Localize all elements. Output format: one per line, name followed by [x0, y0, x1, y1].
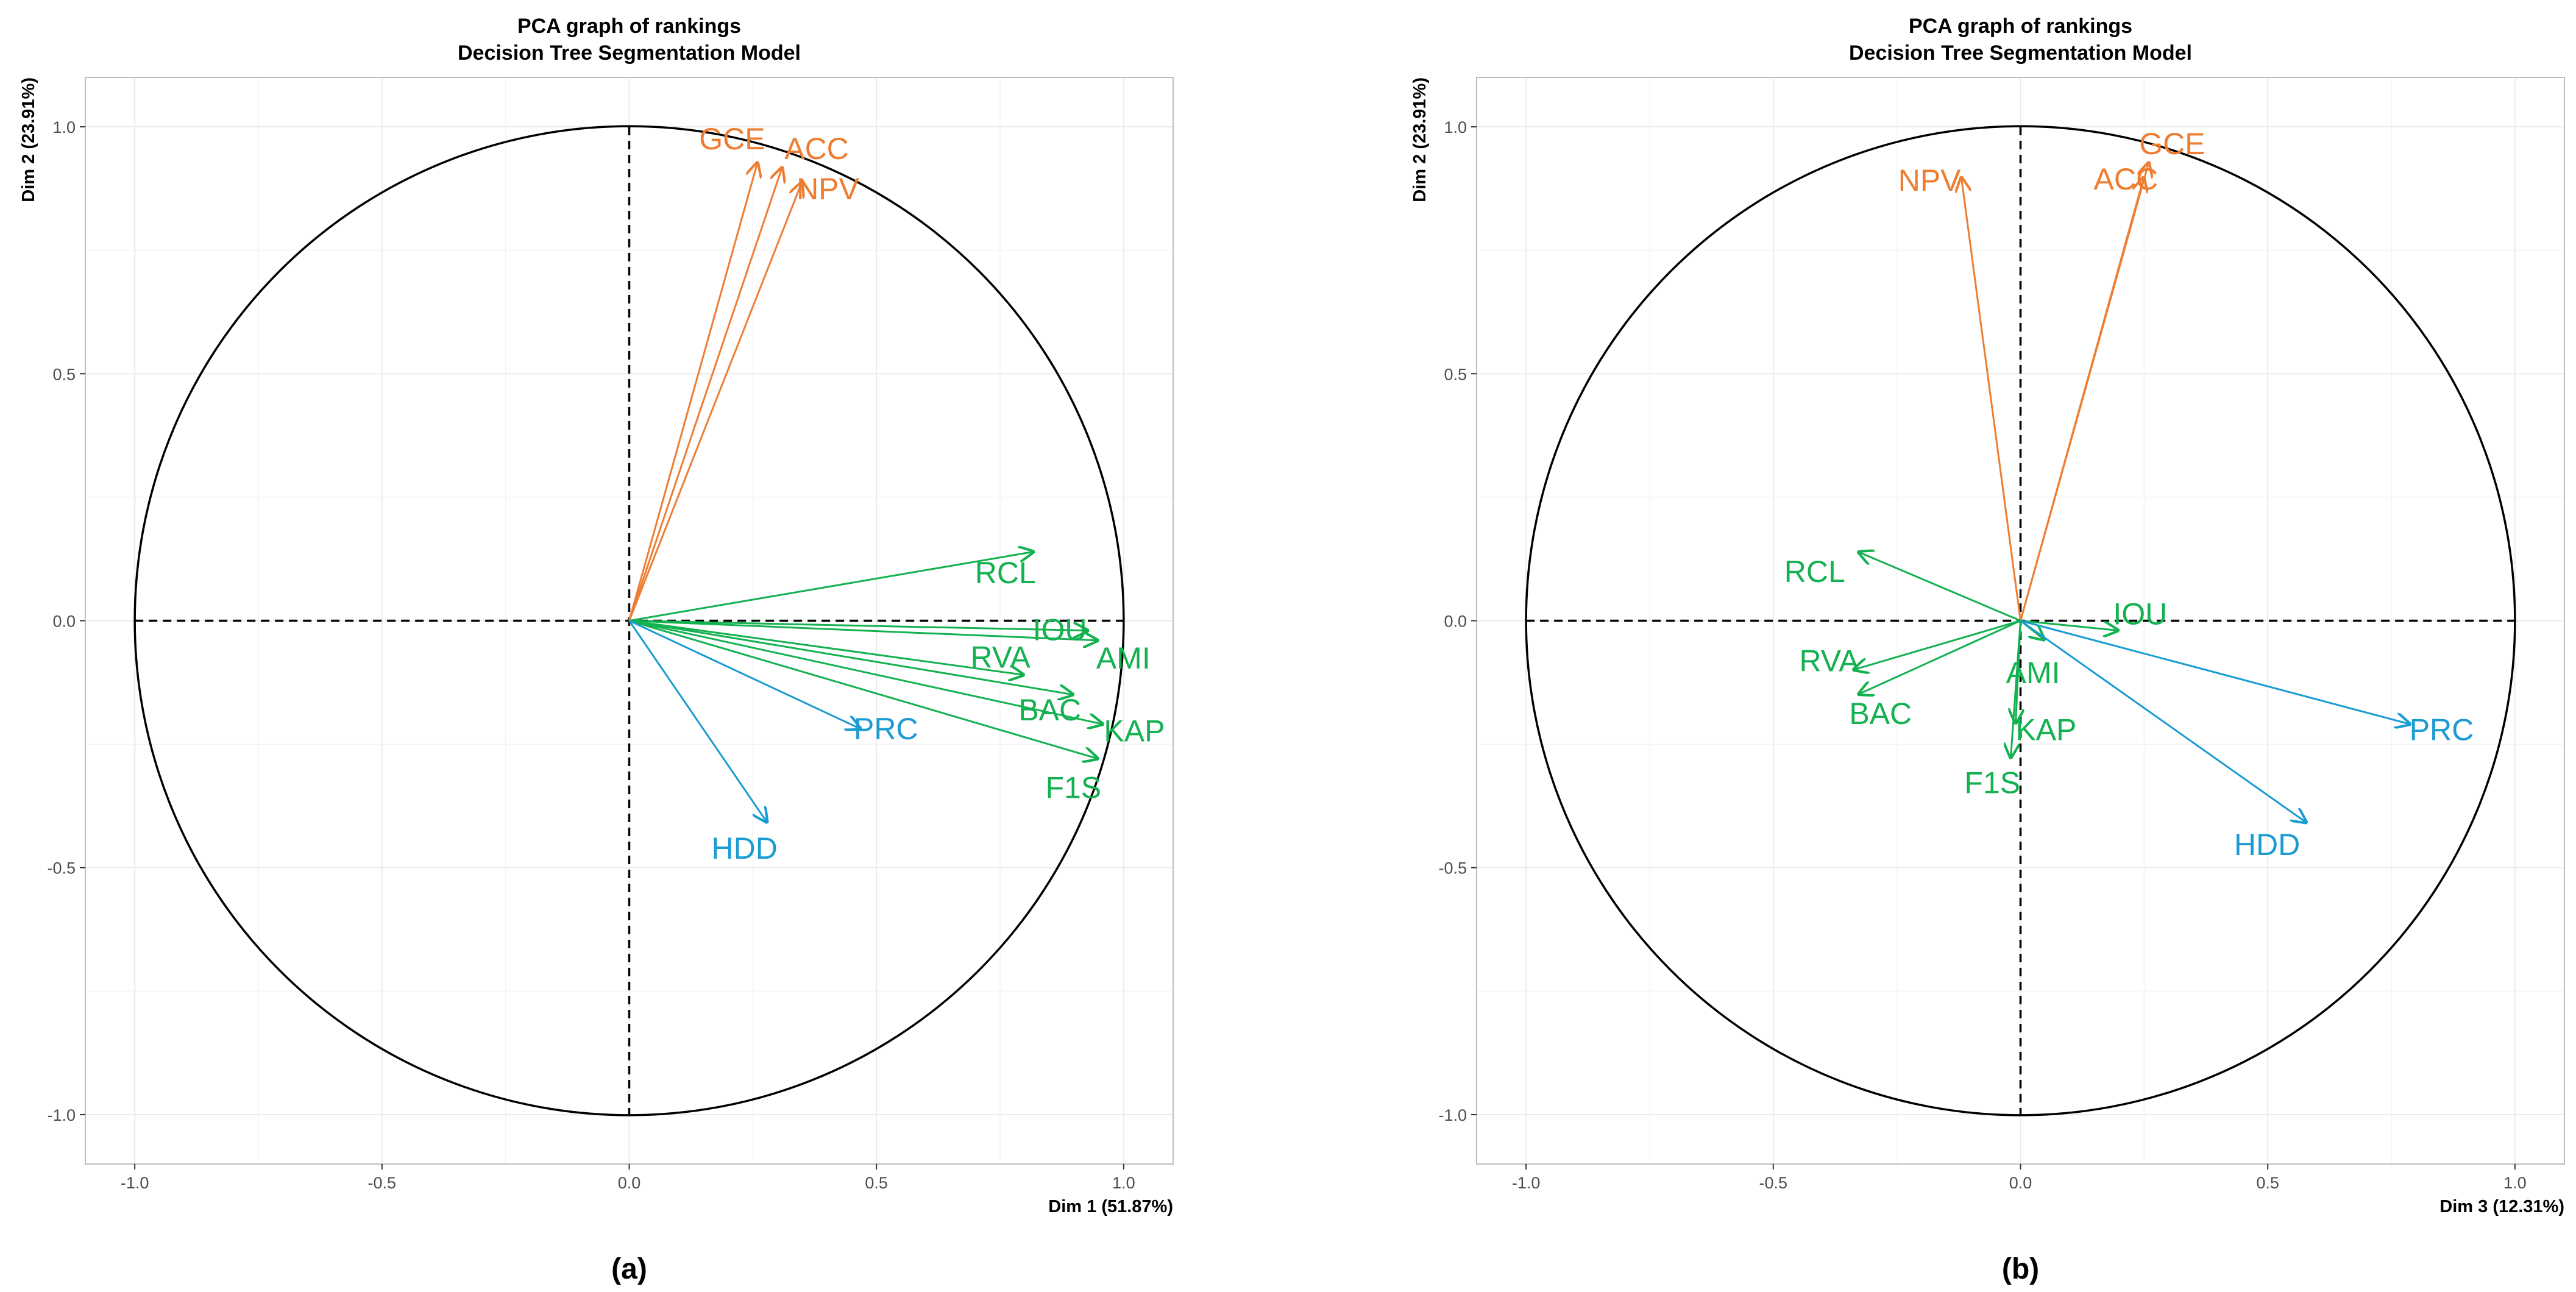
y-axis-label: Dim 2 (23.91%)	[19, 77, 38, 202]
y-tick-label: -1.0	[47, 1106, 76, 1124]
y-axis-label: Dim 2 (23.91%)	[1410, 77, 1430, 202]
x-tick-label: 0.0	[2009, 1174, 2032, 1192]
variable-label-rcl: RCL	[975, 556, 1036, 590]
x-axis-label: Dim 3 (12.31%)	[2439, 1197, 2564, 1216]
variable-label-gce: GCE	[699, 122, 765, 156]
pca-panel-a: -1.0 -0.5 0.0 0.5 1.0 -1.0 -0.5 0.0 0.5 1.0 PCA gr…	[19, 15, 1174, 1285]
x-tick-label: 1.0	[2503, 1174, 2527, 1192]
y-tick-label: 0.0	[1444, 612, 1467, 631]
arrow-ami	[629, 620, 1099, 641]
x-tick-label: 0.5	[865, 1174, 888, 1192]
chart-title: PCA graph of rankings	[517, 15, 741, 38]
x-axis-label: Dim 1 (51.87%)	[1048, 1197, 1173, 1216]
x-tick-label: -0.5	[368, 1174, 397, 1192]
x-tick-label: -1.0	[1512, 1174, 1541, 1192]
chart-title: PCA graph of rankings	[1909, 15, 2132, 38]
panel-caption: (b)	[2002, 1253, 2039, 1285]
arrow-f1s	[629, 620, 1099, 759]
pca-panel-b: -1.0 -0.5 0.0 0.5 1.0 -1.0 -0.5 0.0 0.5 1.0 PCA gr…	[1410, 15, 2565, 1285]
variable-label-f1s: F1S	[1045, 770, 1101, 804]
y-tick-label: -0.5	[1438, 859, 1467, 878]
panel-caption: (a)	[611, 1253, 647, 1285]
x-tick-label: 0.5	[2256, 1174, 2279, 1192]
y-tick-label: -0.5	[47, 859, 76, 878]
variable-label-rva: RVA	[1800, 644, 1860, 678]
y-tick-label: 1.0	[52, 118, 76, 137]
arrow-prc	[628, 620, 862, 729]
arrow-iou	[629, 620, 1090, 631]
variable-label-gce: GCE	[2139, 127, 2205, 161]
arrow-hdd	[628, 620, 768, 823]
arrow-prc	[2020, 620, 2411, 725]
variable-label-f1s: F1S	[1964, 765, 2020, 800]
variable-label-hdd: HDD	[712, 831, 778, 865]
arrow-f1s	[2010, 620, 2021, 759]
y-tick-label: -1.0	[1438, 1106, 1467, 1124]
variable-label-ami: AMI	[2006, 656, 2060, 690]
arrow-acc	[2020, 176, 2145, 621]
x-tick-label: -1.0	[121, 1174, 149, 1192]
variable-label-bac: BAC	[1849, 697, 1912, 731]
variable-label-iou: IOU	[2113, 597, 2167, 631]
x-tick-label: 1.0	[1112, 1174, 1135, 1192]
variable-label-kap: KAP	[1104, 714, 1165, 748]
variable-label-npv: NPV	[797, 172, 859, 206]
arrow-iou	[2020, 620, 2120, 631]
arrow-rcl	[1857, 552, 2021, 622]
variable-label-hdd: HDD	[2234, 828, 2300, 862]
variable-label-acc: ACC	[2094, 162, 2159, 196]
variable-label-npv: NPV	[1898, 163, 1961, 197]
arrow-kap	[629, 620, 1104, 725]
arrow-rcl	[629, 552, 1035, 622]
variable-label-acc: ACC	[784, 132, 849, 166]
arrow-rva	[1853, 620, 2021, 670]
y-tick-label: 1.0	[1444, 118, 1467, 137]
variable-label-rva: RVA	[970, 641, 1031, 675]
arrow-npv	[628, 181, 803, 622]
arrow-hdd	[2020, 620, 2308, 823]
variable-label-rcl: RCL	[1784, 555, 1845, 589]
variable-label-ami: AMI	[1096, 641, 1151, 675]
x-tick-label: 0.0	[618, 1174, 641, 1192]
variable-label-bac: BAC	[1018, 693, 1081, 727]
y-tick-label: 0.0	[52, 612, 76, 631]
variable-label-prc: PRC	[2410, 713, 2474, 747]
arrow-bac	[629, 620, 1074, 695]
y-tick-label: 0.5	[52, 365, 76, 383]
arrow-rva	[629, 620, 1025, 675]
arrow-npv	[1961, 176, 2021, 621]
variable-label-iou: IOU	[1033, 613, 1087, 647]
variable-label-kap: KAP	[2015, 713, 2076, 747]
variable-label-prc: PRC	[854, 712, 918, 746]
y-tick-label: 0.5	[1444, 365, 1467, 383]
chart-subtitle: Decision Tree Segmentation Model	[458, 41, 801, 65]
arrow-acc	[628, 166, 783, 621]
arrow-gce	[628, 162, 758, 621]
arrow-bac	[1857, 620, 2021, 695]
chart-subtitle: Decision Tree Segmentation Model	[1849, 41, 2192, 65]
x-tick-label: -0.5	[1759, 1174, 1788, 1192]
